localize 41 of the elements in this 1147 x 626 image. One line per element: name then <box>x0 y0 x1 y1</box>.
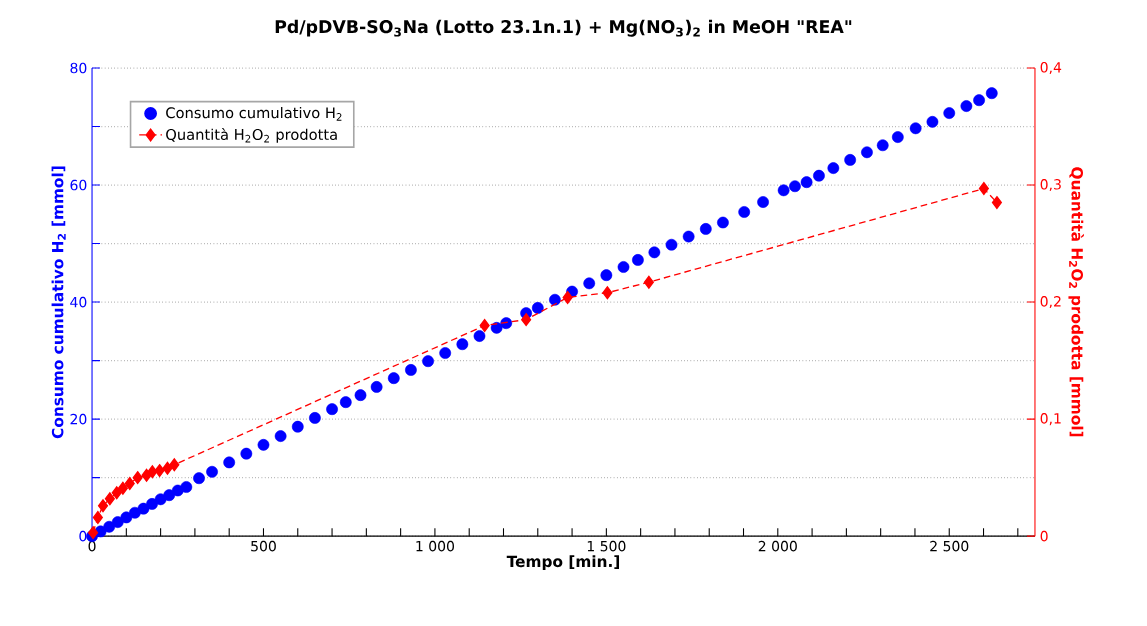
y-tick-label: 20 <box>70 413 87 425</box>
x-tick-label: 2 000 <box>758 540 797 552</box>
point <box>132 471 143 485</box>
point <box>147 465 158 479</box>
y2-tick-label: 0,1 <box>1040 413 1061 426</box>
point <box>154 463 165 478</box>
point <box>991 195 1002 210</box>
x-tick-label: 500 <box>251 540 276 552</box>
x-tick-label: 1 500 <box>587 540 626 552</box>
point <box>602 286 613 300</box>
legend-label: Consumo cumulativo H$_{2}$ <box>166 106 342 121</box>
chart-title: Pd/pDVB-SO$_{3}$Na (Lotto 23.1n.1) + Mg(NO$_{3}$)$_{2}$ in MeOH "REA" <box>275 19 852 37</box>
point <box>479 318 490 332</box>
point <box>643 275 654 289</box>
y2-tick-label: 0,4 <box>1040 61 1062 74</box>
point <box>104 492 115 506</box>
point <box>521 313 532 327</box>
point <box>97 499 109 513</box>
y-axis-title: Consumo cumulativo H$_{2}$ [mmol] <box>51 166 66 439</box>
y-tick-label: 0 <box>79 530 87 542</box>
x-tick-label: 0 <box>88 540 96 552</box>
y2-tick-label: 0 <box>1040 530 1048 542</box>
legend-label: Quantità H$_{2}$O$_{2}$ prodotta <box>166 128 337 143</box>
x-tick-label: 1 000 <box>416 540 454 552</box>
y-tick-label: 40 <box>70 296 87 308</box>
y2-tick-label: 0,3 <box>1040 178 1061 191</box>
point <box>162 461 173 475</box>
point <box>124 476 135 490</box>
x-axis-title: Tempo [min.] <box>506 555 620 571</box>
point <box>87 526 99 540</box>
x-tick-label: 2 500 <box>930 540 969 552</box>
point <box>117 481 128 495</box>
point <box>92 510 103 524</box>
point <box>111 486 122 500</box>
y2-tick-label: 0,2 <box>1040 295 1061 309</box>
point <box>169 458 180 472</box>
point <box>978 181 989 196</box>
y-tick-label: 80 <box>70 62 87 74</box>
y2-axis-title: Quantità H$_{2}$O$_{2}$ prodotta [mmol] <box>1068 167 1084 437</box>
y-tick-label: 60 <box>70 179 87 191</box>
point <box>562 290 573 304</box>
